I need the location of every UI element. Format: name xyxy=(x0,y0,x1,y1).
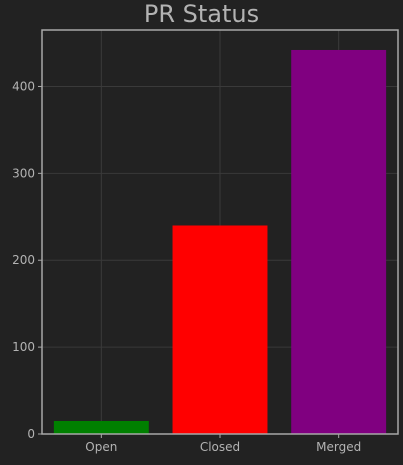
y-tick-label: 0 xyxy=(27,427,35,441)
bar-closed xyxy=(172,225,268,434)
y-tick-label: 200 xyxy=(12,253,35,267)
bar-merged xyxy=(291,49,387,435)
x-tick-label: Open xyxy=(85,440,117,454)
chart-title: PR Status xyxy=(143,0,260,28)
x-tick-label: Merged xyxy=(316,440,361,454)
x-tick-label: Closed xyxy=(200,440,240,454)
axes xyxy=(38,29,399,438)
axes-frame xyxy=(41,29,399,435)
y-tick-label: 400 xyxy=(12,79,35,93)
bars xyxy=(53,49,387,435)
y-tick-label: 100 xyxy=(12,340,35,354)
bar-open xyxy=(53,420,149,434)
y-tick-label: 300 xyxy=(12,166,35,180)
tick-labels: 0 100 200 300 400 Open Closed Merged xyxy=(12,79,361,454)
